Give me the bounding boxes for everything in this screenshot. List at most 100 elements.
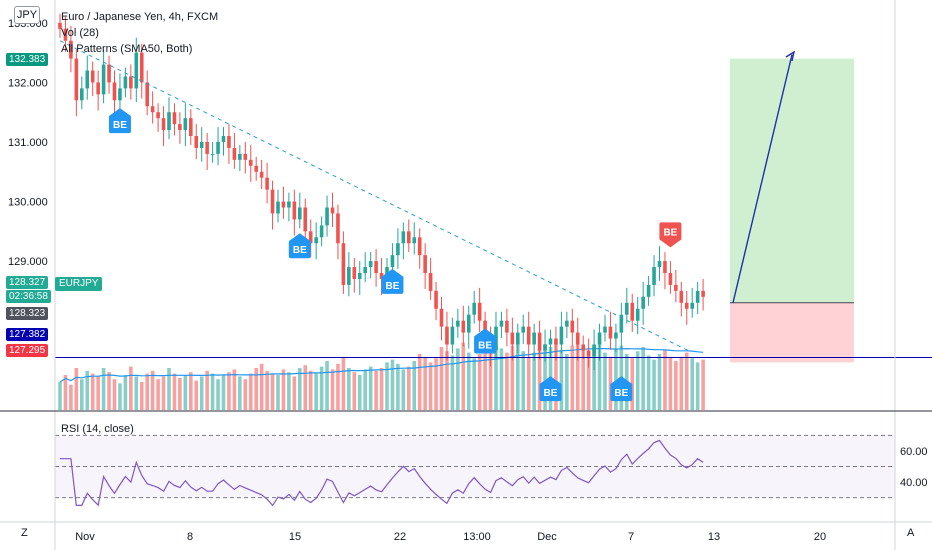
candle-body	[189, 118, 193, 137]
candle-body	[363, 267, 367, 274]
volume-bar	[352, 372, 357, 410]
volume-bar	[592, 347, 596, 410]
candle-body	[701, 290, 705, 297]
candle-body	[695, 290, 700, 303]
pattern-badges: BE BE BE BE BE BE BE	[108, 108, 682, 402]
candle-body	[374, 261, 378, 274]
candle-body	[684, 302, 689, 309]
y-tick-label: 132.000	[8, 77, 48, 89]
rsi-indicator-label[interactable]: RSI (14, close)	[61, 423, 134, 435]
candle-body	[118, 88, 122, 101]
candle-body	[652, 267, 656, 285]
bullish-pattern-badge[interactable]: BE	[539, 376, 562, 402]
volume-bar	[407, 366, 411, 410]
volume-bar	[461, 342, 466, 410]
volume-bar	[635, 351, 640, 410]
candle-body	[526, 326, 531, 345]
volume-bar	[341, 356, 346, 410]
candle-body	[379, 273, 384, 279]
volume-bar	[401, 369, 406, 410]
bullish-pattern-badge[interactable]: BE	[381, 268, 404, 294]
candle-body	[423, 255, 427, 274]
candle-body	[352, 267, 357, 279]
volume-bar	[287, 372, 291, 410]
candle-body	[548, 338, 553, 345]
candle-body	[603, 326, 607, 333]
x-tick-label: 13	[708, 531, 720, 543]
volume-bar	[172, 373, 177, 410]
volume-bar	[434, 358, 438, 410]
candle-body	[559, 326, 564, 345]
candle-body	[134, 52, 139, 89]
candle-body	[521, 326, 526, 333]
candle-body	[592, 344, 596, 357]
patterns-indicator-label[interactable]: All Patterns (SMA50, Both)	[61, 43, 193, 55]
volume-bar	[189, 372, 193, 410]
candle-body	[254, 165, 258, 172]
volume-bar	[499, 348, 504, 410]
volume-indicator-label[interactable]: Vol (28)	[61, 27, 99, 39]
candle-body	[537, 332, 542, 351]
candle-body	[575, 332, 580, 345]
candle-body	[292, 201, 297, 220]
volume-bar	[319, 366, 324, 410]
volume-bar	[684, 352, 689, 410]
candle-body	[510, 332, 515, 345]
candle-body	[401, 231, 406, 244]
volume-bar	[216, 379, 220, 410]
volume-bar	[101, 368, 106, 410]
candle-body	[434, 290, 438, 309]
auto-scale-button[interactable]: A	[907, 527, 915, 539]
svg-text:BE: BE	[614, 388, 628, 399]
volume-bar	[526, 356, 531, 410]
volume-bar	[396, 363, 400, 410]
bullish-pattern-badge[interactable]: BE	[610, 376, 633, 402]
loss-zone	[730, 302, 854, 363]
volume-bar	[385, 362, 389, 410]
volume-bar	[314, 373, 318, 410]
candle-body	[199, 141, 204, 148]
volume-bar	[390, 359, 395, 410]
candle-body	[319, 225, 324, 238]
candle-body	[630, 302, 635, 321]
candle-body	[112, 82, 117, 101]
volume-bar	[450, 355, 455, 410]
volume-bar	[298, 368, 302, 410]
bullish-pattern-badge[interactable]: BE	[288, 233, 311, 259]
candle-body	[325, 207, 329, 226]
volume-bar	[325, 361, 329, 410]
price-tag-high: 132.383	[6, 53, 49, 66]
currency-button[interactable]: JPY	[14, 6, 40, 24]
bullish-pattern-badge[interactable]: BE	[474, 328, 497, 354]
volume-bar	[107, 372, 111, 410]
volume-bar	[129, 366, 133, 410]
volume-bar	[221, 375, 226, 410]
volume-bar	[58, 382, 62, 410]
candle-body	[303, 207, 308, 232]
candle-body	[635, 308, 640, 321]
candle-body	[341, 243, 346, 285]
price-tag-prev: 128.323	[6, 307, 49, 320]
candle-body	[308, 231, 313, 244]
bearish-pattern-badge[interactable]: BE	[659, 222, 682, 248]
x-tick-label: Dec	[537, 531, 557, 543]
x-tick-label: 8	[187, 531, 193, 543]
candle-body	[625, 302, 629, 315]
volume-bar	[428, 362, 433, 410]
candle-body	[456, 320, 460, 327]
volume-bar	[259, 363, 264, 410]
candle-body	[586, 350, 591, 357]
volume-bar	[537, 348, 542, 410]
zoom-button[interactable]: Z	[21, 527, 28, 539]
candle-body	[276, 201, 280, 214]
volume-bar	[417, 354, 422, 410]
candle-body	[161, 118, 166, 131]
price-tag-last: 128.327	[6, 276, 49, 289]
candle-body	[663, 261, 667, 274]
candle-body	[139, 52, 144, 83]
bullish-pattern-badge[interactable]: BE	[108, 108, 131, 134]
candle-body	[597, 332, 602, 345]
y-tick-label: 130.000	[8, 197, 48, 209]
y-tick-label: 131.000	[8, 137, 48, 149]
